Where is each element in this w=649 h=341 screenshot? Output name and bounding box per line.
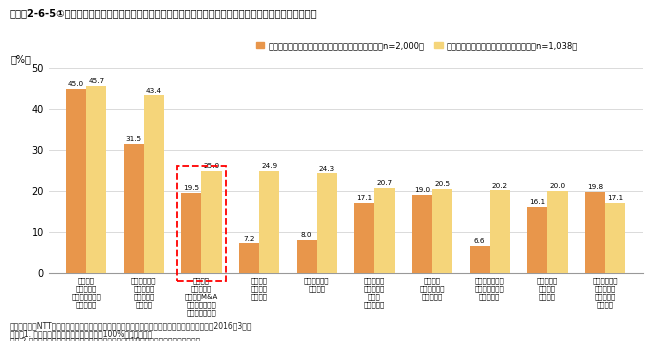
Legend: 金融機関から受けたことがある経営支援サービス（n=2,000）, 金融機関に期待する経営支援サービス（n=1,038）: 金融機関から受けたことがある経営支援サービス（n=2,000）, 金融機関に期待…: [252, 38, 582, 53]
Text: 45.0: 45.0: [68, 81, 84, 87]
Text: 17.1: 17.1: [607, 195, 623, 201]
Bar: [201, 170, 222, 273]
Text: コラム2-6-5①図　金融機関から受けたことがある経営支援サービスと金融機関に期待する経営支援サービス: コラム2-6-5①図 金融機関から受けたことがある経営支援サービスと金融機関に期…: [10, 9, 317, 18]
Text: 24.9: 24.9: [261, 163, 277, 169]
Bar: [181, 193, 201, 273]
Text: 20.0: 20.0: [550, 183, 565, 189]
Text: 2.「金融機関に期待する経営支援サービス」の上位10項目について表示している。: 2.「金融機関に期待する経営支援サービス」の上位10項目について表示している。: [10, 337, 200, 341]
Text: 17.1: 17.1: [356, 195, 373, 201]
Bar: [547, 191, 568, 273]
Text: 25.0: 25.0: [204, 163, 219, 169]
Text: 16.1: 16.1: [529, 199, 545, 205]
Text: 24.3: 24.3: [319, 166, 335, 172]
Bar: [469, 246, 490, 273]
Bar: [432, 189, 452, 273]
Text: 7.2: 7.2: [243, 236, 255, 242]
Bar: [177, 166, 226, 281]
Bar: [66, 89, 86, 273]
Bar: [144, 95, 164, 273]
Text: 43.4: 43.4: [146, 88, 162, 93]
Text: 6.6: 6.6: [474, 238, 485, 244]
Text: 31.5: 31.5: [126, 136, 141, 142]
Bar: [527, 207, 547, 273]
Bar: [490, 190, 510, 273]
Bar: [239, 243, 259, 273]
Text: （注）1. 複数回答のため、合計は必ずしも100%にならない。: （注）1. 複数回答のため、合計は必ずしも100%にならない。: [10, 329, 152, 338]
Text: 19.8: 19.8: [587, 184, 603, 190]
Bar: [259, 171, 279, 273]
Bar: [354, 203, 374, 273]
Text: 45.7: 45.7: [88, 78, 104, 84]
Text: 資料：（株）NTTデータ経営研究所「金融機関の取組みの評価に関する企業アンケート調査」（2016年3月）: 資料：（株）NTTデータ経営研究所「金融機関の取組みの評価に関する企業アンケート…: [10, 321, 252, 330]
Text: 20.5: 20.5: [434, 181, 450, 187]
Text: 19.5: 19.5: [183, 186, 199, 191]
Bar: [123, 144, 144, 273]
Text: 8.0: 8.0: [301, 233, 312, 238]
Bar: [317, 173, 337, 273]
Text: （%）: （%）: [10, 54, 31, 64]
Bar: [585, 192, 605, 273]
Bar: [605, 203, 625, 273]
Bar: [374, 188, 395, 273]
Text: 20.2: 20.2: [492, 182, 508, 189]
Bar: [297, 240, 317, 273]
Bar: [86, 86, 106, 273]
Bar: [412, 195, 432, 273]
Text: 20.7: 20.7: [376, 180, 393, 187]
Text: 19.0: 19.0: [414, 188, 430, 193]
